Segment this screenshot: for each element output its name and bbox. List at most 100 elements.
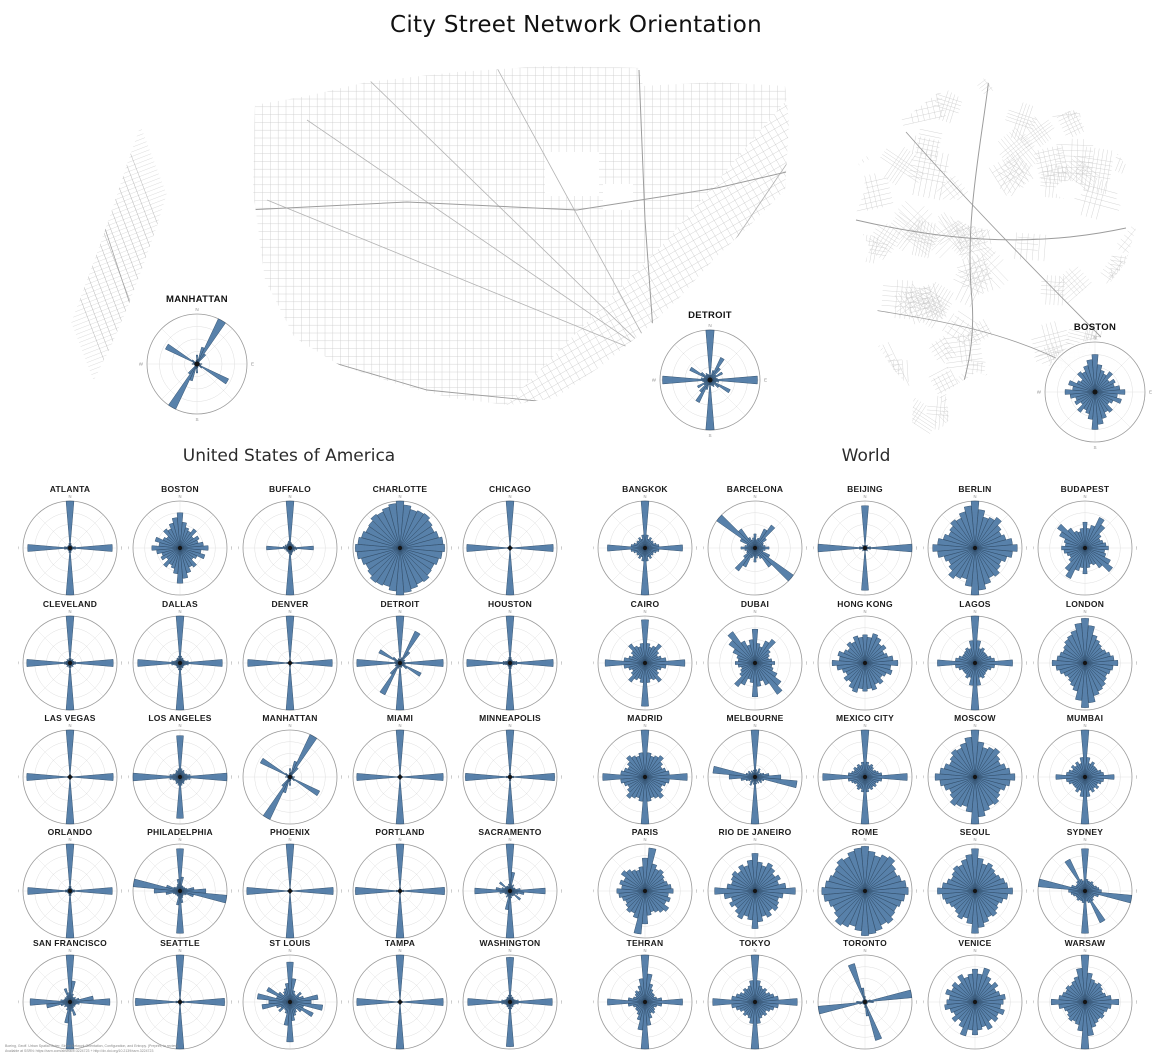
section-title-world: World	[841, 446, 891, 466]
north-compass-label: N	[863, 495, 866, 499]
south-compass-label: S	[69, 598, 72, 599]
north-compass-label: N	[178, 610, 181, 614]
south-compass-label: S	[179, 598, 182, 599]
north-compass-label: N	[68, 949, 71, 953]
west-compass-label: W	[348, 775, 349, 780]
city-label: CAIRO	[630, 599, 660, 609]
west-compass-label: W	[923, 1000, 924, 1005]
west-compass-label: W	[238, 775, 239, 780]
south-compass-label: S	[864, 1052, 867, 1053]
east-compass-label: E	[341, 1000, 342, 1005]
north-compass-label: N	[1083, 724, 1086, 728]
south-compass-label: S	[754, 1052, 757, 1053]
south-compass-label: S	[864, 713, 867, 714]
rose-chart: N E S W	[703, 495, 807, 599]
east-compass-label: E	[121, 546, 122, 551]
south-compass-label: S	[509, 598, 512, 599]
city-label: TAMPA	[384, 938, 416, 948]
south-compass-label: S	[1093, 445, 1096, 449]
east-compass-label: E	[806, 661, 807, 666]
east-compass-label: E	[561, 546, 562, 551]
north-compass-label: N	[178, 949, 181, 953]
east-compass-label: E	[806, 775, 807, 780]
north-compass-label: N	[508, 838, 511, 842]
south-compass-label: S	[754, 713, 757, 714]
rose-chart: N E S W	[1033, 949, 1137, 1053]
rose-chart: N E S W	[128, 610, 232, 714]
west-compass-label: W	[703, 1000, 704, 1005]
east-compass-label: E	[451, 775, 452, 780]
rose-chart: N E S W	[703, 838, 807, 942]
west-compass-label: W	[128, 546, 129, 551]
west-compass-label: W	[593, 661, 594, 666]
south-compass-label: S	[179, 941, 182, 942]
north-compass-label: N	[288, 838, 291, 842]
north-compass-label: N	[288, 949, 291, 953]
north-compass-label: N	[68, 724, 71, 728]
city-label: LOS ANGELES	[148, 713, 212, 723]
east-compass-label: E	[561, 889, 562, 894]
east-compass-label: E	[561, 1000, 562, 1005]
west-compass-label: W	[238, 661, 239, 666]
west-compass-label: W	[458, 546, 459, 551]
city-label: TOKYO	[739, 938, 771, 948]
rose-chart: N E S W	[348, 838, 452, 942]
east-compass-label: E	[806, 546, 807, 551]
east-compass-label: E	[764, 378, 767, 383]
east-compass-label: E	[121, 661, 122, 666]
south-compass-label: S	[1084, 941, 1087, 942]
north-compass-label: N	[398, 838, 401, 842]
north-compass-label: N	[643, 838, 646, 842]
city-label: PHOENIX	[269, 827, 310, 837]
south-compass-label: S	[399, 598, 402, 599]
west-compass-label: W	[238, 1000, 239, 1005]
east-compass-label: E	[1026, 661, 1027, 666]
south-compass-label: S	[1084, 713, 1087, 714]
south-compass-label: S	[509, 1052, 512, 1053]
rose-chart: N E S W	[128, 838, 232, 942]
south-compass-label: S	[644, 1052, 647, 1053]
city-label: MELBOURNE	[726, 713, 784, 723]
north-compass-label: N	[863, 838, 866, 842]
city-label: SEOUL	[959, 827, 991, 837]
west-compass-label: W	[1033, 775, 1034, 780]
east-compass-label: E	[1136, 546, 1137, 551]
east-compass-label: E	[696, 661, 697, 666]
east-compass-label: E	[341, 775, 342, 780]
north-compass-label: N	[508, 949, 511, 953]
south-compass-label: S	[399, 827, 402, 828]
city-label: CHICAGO	[489, 484, 531, 494]
city-label: BANGKOK	[622, 484, 668, 494]
east-compass-label: E	[696, 1000, 697, 1005]
city-label: BERLIN	[958, 484, 992, 494]
rose-chart: N E S W	[238, 724, 342, 828]
city-label: RIO DE JANEIRO	[718, 827, 792, 837]
south-compass-label: S	[399, 941, 402, 942]
west-compass-label: W	[703, 775, 704, 780]
rose-chart: N E S W	[1037, 335, 1152, 449]
rose-chart: N E S W	[1033, 495, 1137, 599]
south-compass-label: S	[754, 598, 757, 599]
north-compass-label: N	[178, 495, 181, 499]
city-label: MOSCOW	[954, 713, 996, 723]
west-compass-label: W	[128, 775, 129, 780]
north-compass-label: N	[973, 724, 976, 728]
south-compass-label: S	[1084, 598, 1087, 599]
city-label: SACRAMENTO	[478, 827, 542, 837]
